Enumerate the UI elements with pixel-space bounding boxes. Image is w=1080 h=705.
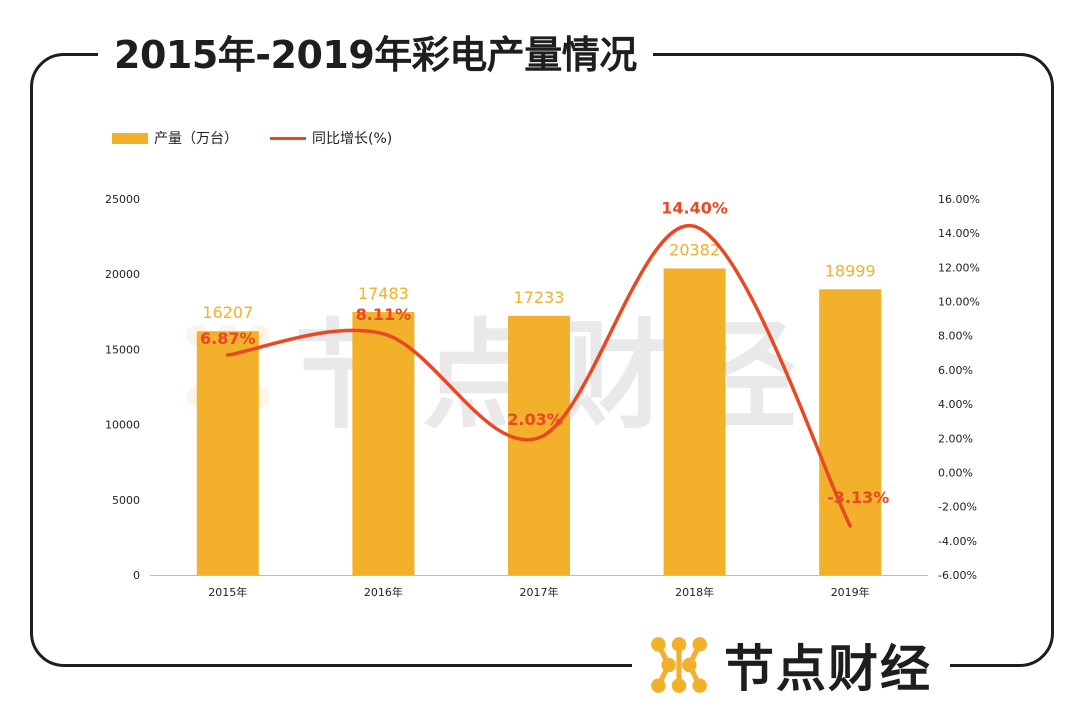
y-right-tick-label: 10.00% xyxy=(938,296,980,309)
y-left-tick-label: 20000 xyxy=(105,268,140,281)
y-right-tick-label: 12.00% xyxy=(938,261,980,274)
legend-label-growth: 同比增长(%) xyxy=(312,131,393,147)
legend: 产量（万台） 同比增长(%) xyxy=(112,128,424,148)
growth-value-label: 2.03% xyxy=(507,410,563,429)
y-left-tick-label: 10000 xyxy=(105,419,140,432)
bar-value-label: 18999 xyxy=(825,261,876,280)
growth-value-label: 14.40% xyxy=(661,198,728,217)
y-right-tick-label: 14.00% xyxy=(938,227,980,240)
legend-item-production: 产量（万台） xyxy=(112,128,238,148)
growth-value-label: 8.11% xyxy=(356,305,412,324)
y-right-tick-label: -4.00% xyxy=(938,535,977,548)
bar xyxy=(663,268,726,575)
bar xyxy=(508,315,570,575)
legend-bar-swatch xyxy=(112,132,148,144)
y-left-tick-label: 5000 xyxy=(112,494,140,507)
y-right-tick-label: 16.00% xyxy=(938,193,980,206)
y-right-tick-label: -2.00% xyxy=(938,501,977,514)
growth-value-label: -3.13% xyxy=(827,488,889,507)
bar-value-label: 17483 xyxy=(358,284,409,303)
bar-value-label: 16207 xyxy=(202,303,253,322)
y-right-tick-label: 2.00% xyxy=(938,432,973,445)
x-tick-label: 2019年 xyxy=(831,585,870,599)
y-left-tick-label: 15000 xyxy=(105,343,140,356)
y-right-tick-label: 8.00% xyxy=(938,330,973,343)
legend-item-growth: 同比增长(%) xyxy=(270,128,392,148)
x-tick-label: 2016年 xyxy=(364,585,403,599)
growth-value-label: 6.87% xyxy=(200,329,256,348)
legend-line-swatch xyxy=(270,136,306,140)
x-tick-label: 2015年 xyxy=(208,585,247,599)
bar xyxy=(352,312,415,575)
legend-label-production: 产量（万台） xyxy=(154,131,238,147)
bar-value-label: 20382 xyxy=(669,240,720,259)
brand-logo: 节点财经 xyxy=(632,625,950,705)
bar-value-label: 17233 xyxy=(514,288,565,307)
x-tick-label: 2018年 xyxy=(675,585,714,599)
chart-title: 2015年-2019年彩电产量情况 xyxy=(98,29,653,81)
brand-logo-icon xyxy=(651,637,707,693)
y-right-tick-label: 4.00% xyxy=(938,398,973,411)
growth-line xyxy=(226,224,852,528)
x-tick-label: 2017年 xyxy=(520,585,559,599)
brand-name: 节点财经 xyxy=(724,640,932,698)
y-right-tick-label: 0.00% xyxy=(938,466,973,479)
y-right-tick-label: -6.00% xyxy=(938,569,977,582)
bar xyxy=(819,289,882,575)
y-left-tick-label: 25000 xyxy=(105,193,140,206)
y-right-tick-label: 6.00% xyxy=(938,364,973,377)
y-left-tick-label: 0 xyxy=(133,569,140,582)
bar xyxy=(196,331,259,575)
